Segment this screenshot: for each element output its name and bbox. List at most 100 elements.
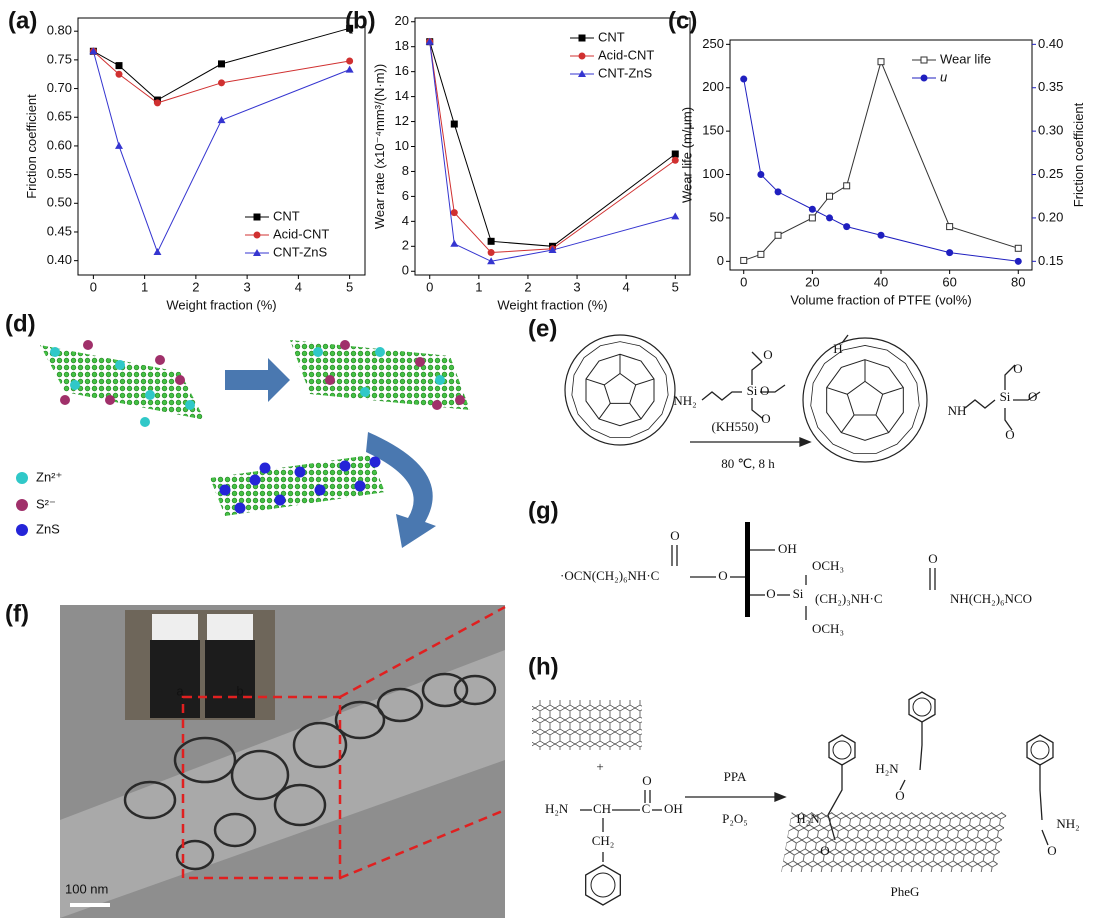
y-tick-label: 0.40 [47,252,72,267]
marker [809,206,816,213]
fullerene-bond [876,415,889,433]
chem-label: OH [664,801,683,816]
vial [205,640,255,718]
marker [346,58,353,65]
fullerene-bond [841,415,854,433]
marker [1015,258,1022,265]
chem-label: H₂N [545,801,569,816]
fullerene-ring [604,374,635,404]
legend-label: CNT-ZnS [598,65,653,80]
legend-marker [921,57,927,63]
marker [843,223,850,230]
marker [488,238,494,244]
marker [809,215,815,221]
x-tick-label: 80 [1011,274,1025,289]
x-tick-label: 1 [475,279,482,294]
marker [757,171,764,178]
x-tick-label: 60 [942,274,956,289]
marker [346,66,354,73]
y-tick-label: 0.80 [47,23,72,38]
x-tick-label: 0 [426,279,433,294]
legend-label: S²⁻ [36,496,56,511]
legend-marker [254,232,261,239]
x-tick-label: 40 [874,274,888,289]
x-tick-label: 4 [623,279,630,294]
chem-label: O [1047,843,1056,858]
chem-label: CH [593,801,611,816]
y-tick-label: 12 [395,113,409,128]
marker [116,63,122,69]
chem-label: C [642,801,651,816]
marker [775,232,781,238]
chem-label: OH [778,541,797,556]
y-tick-label: 200 [702,79,724,94]
figure: (d) Zn²⁺ S²⁻ ZnS (e) (g) (f) [0,0,1093,920]
chem-label: O [928,551,937,566]
y-tick-label: 0.75 [47,51,72,66]
x-tick-label: 4 [295,279,302,294]
legend-label: u [940,69,947,84]
x-axis-label: Weight fraction (%) [166,297,276,312]
panel-label: (a) [8,7,37,34]
x-tick-label: 3 [573,279,580,294]
y-tick-label: 20 [395,13,409,28]
legend-label: Acid-CNT [273,226,329,241]
marker [741,257,747,263]
page: {"chart_data": [ {"type": "line", "label… [0,0,1093,920]
vial [150,640,200,718]
chem-label: O [820,843,829,858]
y-tick-label: 50 [710,209,724,224]
vial-cap [152,614,198,640]
chem-label: OCH₃ [812,621,844,636]
x-tick-label: 0 [90,279,97,294]
y2-tick-label: 0.30 [1038,123,1063,138]
chem-label: H₂N [796,811,820,826]
x-tick-label: 2 [524,279,531,294]
x-axis-label: Weight fraction (%) [497,297,607,312]
x-tick-label: 2 [192,279,199,294]
marker [451,209,458,216]
y-tick-label: 10 [395,138,409,153]
chem-label: O [1005,427,1014,442]
chem-label: ·OCN(CH₂)₆NH·C [560,568,659,583]
marker [153,248,161,255]
legend-label: CNT-ZnS [273,244,328,259]
chem-label: 100 nm [65,881,108,896]
bonds [672,545,935,620]
legend-swatch [16,524,28,536]
y-tick-label: 0 [402,263,409,278]
benzene-inner [833,741,851,759]
y-tick-label: 0.60 [47,137,72,152]
panel-label: (b) [345,7,376,34]
legend-label: Acid-CNT [598,47,654,62]
chem-label: O [763,347,772,362]
y-tick-label: 0.50 [47,195,72,210]
panel-label: (f) [5,600,29,627]
fullerene-bond [827,388,848,395]
panel-label: (e) [528,315,557,342]
y-tick-label: 16 [395,63,409,78]
chem-label: H₂N [875,761,899,776]
legend-marker [921,75,928,82]
panel-label: (g) [528,497,559,524]
chem-label: Si [1000,389,1011,404]
legend-label: Zn²⁺ [36,469,62,484]
legend-marker [254,214,260,220]
chem-label: CH₂ [592,833,615,848]
chem-label: NH₂ [673,393,696,408]
marker [672,157,679,164]
fullerene-ring [847,381,882,415]
fullerene-bond [630,403,641,419]
y2-tick-label: 0.20 [1038,209,1063,224]
legend-swatch [16,472,28,484]
y-tick-label: 0.45 [47,223,72,238]
marker [218,79,225,86]
y-axis-label: Wear rate (x10⁻⁴mm³/(N·m)) [372,64,387,229]
series-line [744,62,1019,261]
marker [451,121,457,127]
chem-label: PheG [891,884,920,899]
y-axis-label: Friction coefficient [24,94,39,199]
legend-marker [579,53,586,60]
y-tick-label: 8 [402,163,409,178]
marker [826,214,833,221]
